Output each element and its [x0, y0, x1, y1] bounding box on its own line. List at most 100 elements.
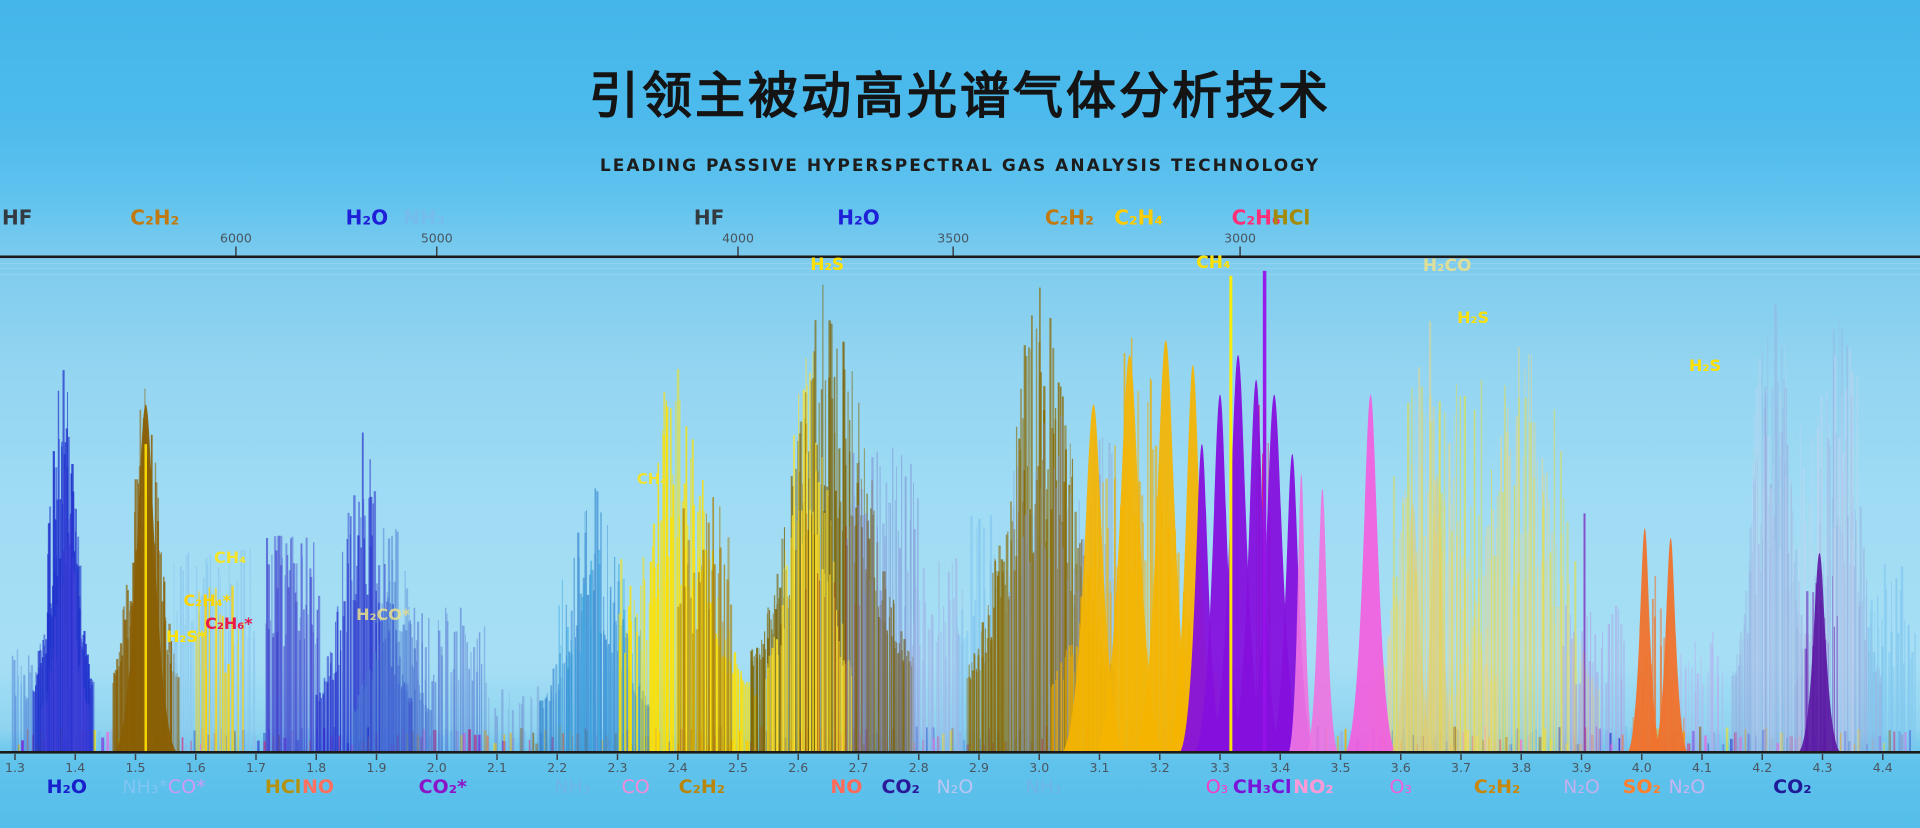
spectral-line — [1077, 548, 1080, 751]
spectral-line — [237, 639, 239, 751]
baseline-strip-line — [340, 737, 344, 751]
spectral-line — [911, 644, 914, 751]
spectral-line — [297, 630, 301, 751]
spectral-line — [401, 686, 403, 751]
spectral-line — [1011, 521, 1014, 751]
spectral-line — [591, 569, 594, 751]
spectral-line — [1617, 609, 1620, 751]
spectral-line — [913, 482, 914, 751]
baseline-strip-line — [1691, 730, 1695, 751]
baseline-strip-line — [263, 741, 266, 751]
spectral-line — [1841, 394, 1843, 751]
spectral-line — [821, 569, 824, 751]
spectral-line — [575, 625, 579, 751]
spectral-line — [1575, 684, 1578, 751]
spectral-line — [834, 490, 837, 751]
spectral-line — [541, 700, 544, 751]
bottom-gas-label: HCl — [265, 776, 301, 798]
spectral-line — [860, 488, 864, 751]
spectral-line — [1751, 523, 1753, 751]
spectral-line — [1027, 466, 1029, 751]
spectral-line — [764, 649, 767, 751]
spectral-line — [56, 604, 58, 751]
page-title: 引领主被动高光谱气体分析技术 — [589, 67, 1331, 125]
spectral-line — [1779, 432, 1781, 751]
spectral-line — [675, 400, 677, 751]
spectral-line — [849, 451, 851, 751]
spectral-line — [1554, 624, 1556, 751]
spectral-line — [1596, 672, 1599, 751]
spectral-line — [65, 550, 68, 751]
spectral-line — [382, 528, 385, 751]
spectral-line — [728, 630, 730, 751]
wavelength-tick-label: 3.0 — [1029, 760, 1049, 775]
spectral-line — [786, 565, 789, 751]
spectral-line — [63, 470, 66, 751]
spectral-line — [1489, 558, 1493, 751]
spectral-line — [114, 670, 117, 751]
spectral-line — [1784, 462, 1786, 751]
plot-gas-annotation: H₂S — [1457, 308, 1489, 327]
spectral-line — [176, 610, 178, 751]
spectral-line — [1757, 452, 1759, 751]
spectral-line — [873, 577, 876, 751]
spectral-line — [522, 696, 525, 751]
spectral-line — [354, 594, 358, 751]
spectral-line — [1150, 380, 1153, 751]
baseline-strip-line — [1785, 737, 1788, 751]
spectral-line — [1557, 606, 1560, 751]
spectral-line — [876, 542, 879, 751]
spectral-line — [568, 651, 571, 751]
spectral-line — [1853, 566, 1856, 751]
spectral-line — [846, 538, 848, 751]
spectral-line — [1041, 544, 1043, 751]
baseline-strip-line — [1336, 735, 1339, 751]
spectral-line — [727, 537, 730, 751]
spectral-line — [372, 503, 374, 751]
spectral-line — [368, 669, 371, 751]
spectral-line — [887, 633, 889, 751]
spectral-line — [1710, 646, 1714, 751]
spectral-line — [555, 692, 557, 751]
spectral-line — [1866, 579, 1868, 751]
spectral-line — [311, 624, 314, 751]
baseline-strip-line — [441, 735, 445, 751]
baseline-strip-line — [1041, 738, 1043, 751]
spectral-line — [1779, 549, 1781, 751]
spectral-line — [1850, 512, 1853, 751]
spectral-line — [1870, 599, 1873, 751]
spectral-line — [660, 519, 663, 751]
spectral-line — [1900, 566, 1904, 751]
spectral-line — [578, 557, 580, 751]
spectral-line — [1914, 633, 1916, 751]
spectral-line — [192, 620, 194, 751]
spectral-line — [295, 563, 298, 751]
baseline-strip-line — [1721, 744, 1725, 751]
spectral-line — [850, 667, 852, 751]
top-gas-label: C₂H₄ — [1114, 206, 1163, 230]
bottom-axis-tick — [1159, 754, 1161, 760]
spectral-line — [45, 702, 48, 751]
spectral-line — [1449, 702, 1451, 751]
spectral-line — [1568, 655, 1570, 751]
baseline-strip-line — [296, 739, 300, 751]
baseline-strip-line — [257, 740, 260, 751]
spectral-line — [424, 647, 428, 751]
spectral-line — [935, 641, 938, 751]
spectral-line — [822, 284, 824, 751]
spectral-line — [1753, 481, 1756, 751]
spectral-line — [393, 674, 396, 751]
spectral-line — [885, 482, 888, 751]
spectral-line — [1787, 553, 1790, 751]
top-gas-label: H₂O — [346, 206, 389, 230]
spectral-line — [1792, 511, 1794, 751]
spectral-line — [888, 502, 890, 751]
spectral-line — [870, 508, 873, 751]
spectral-line — [1808, 503, 1811, 751]
top-gas-label: H₂O — [837, 206, 880, 230]
spectral-line — [26, 697, 29, 751]
bottom-axis-tick — [255, 754, 257, 760]
spectral-line — [195, 565, 198, 751]
spectral-line — [356, 565, 358, 751]
wavelength-tick-label: 2.0 — [427, 760, 447, 775]
